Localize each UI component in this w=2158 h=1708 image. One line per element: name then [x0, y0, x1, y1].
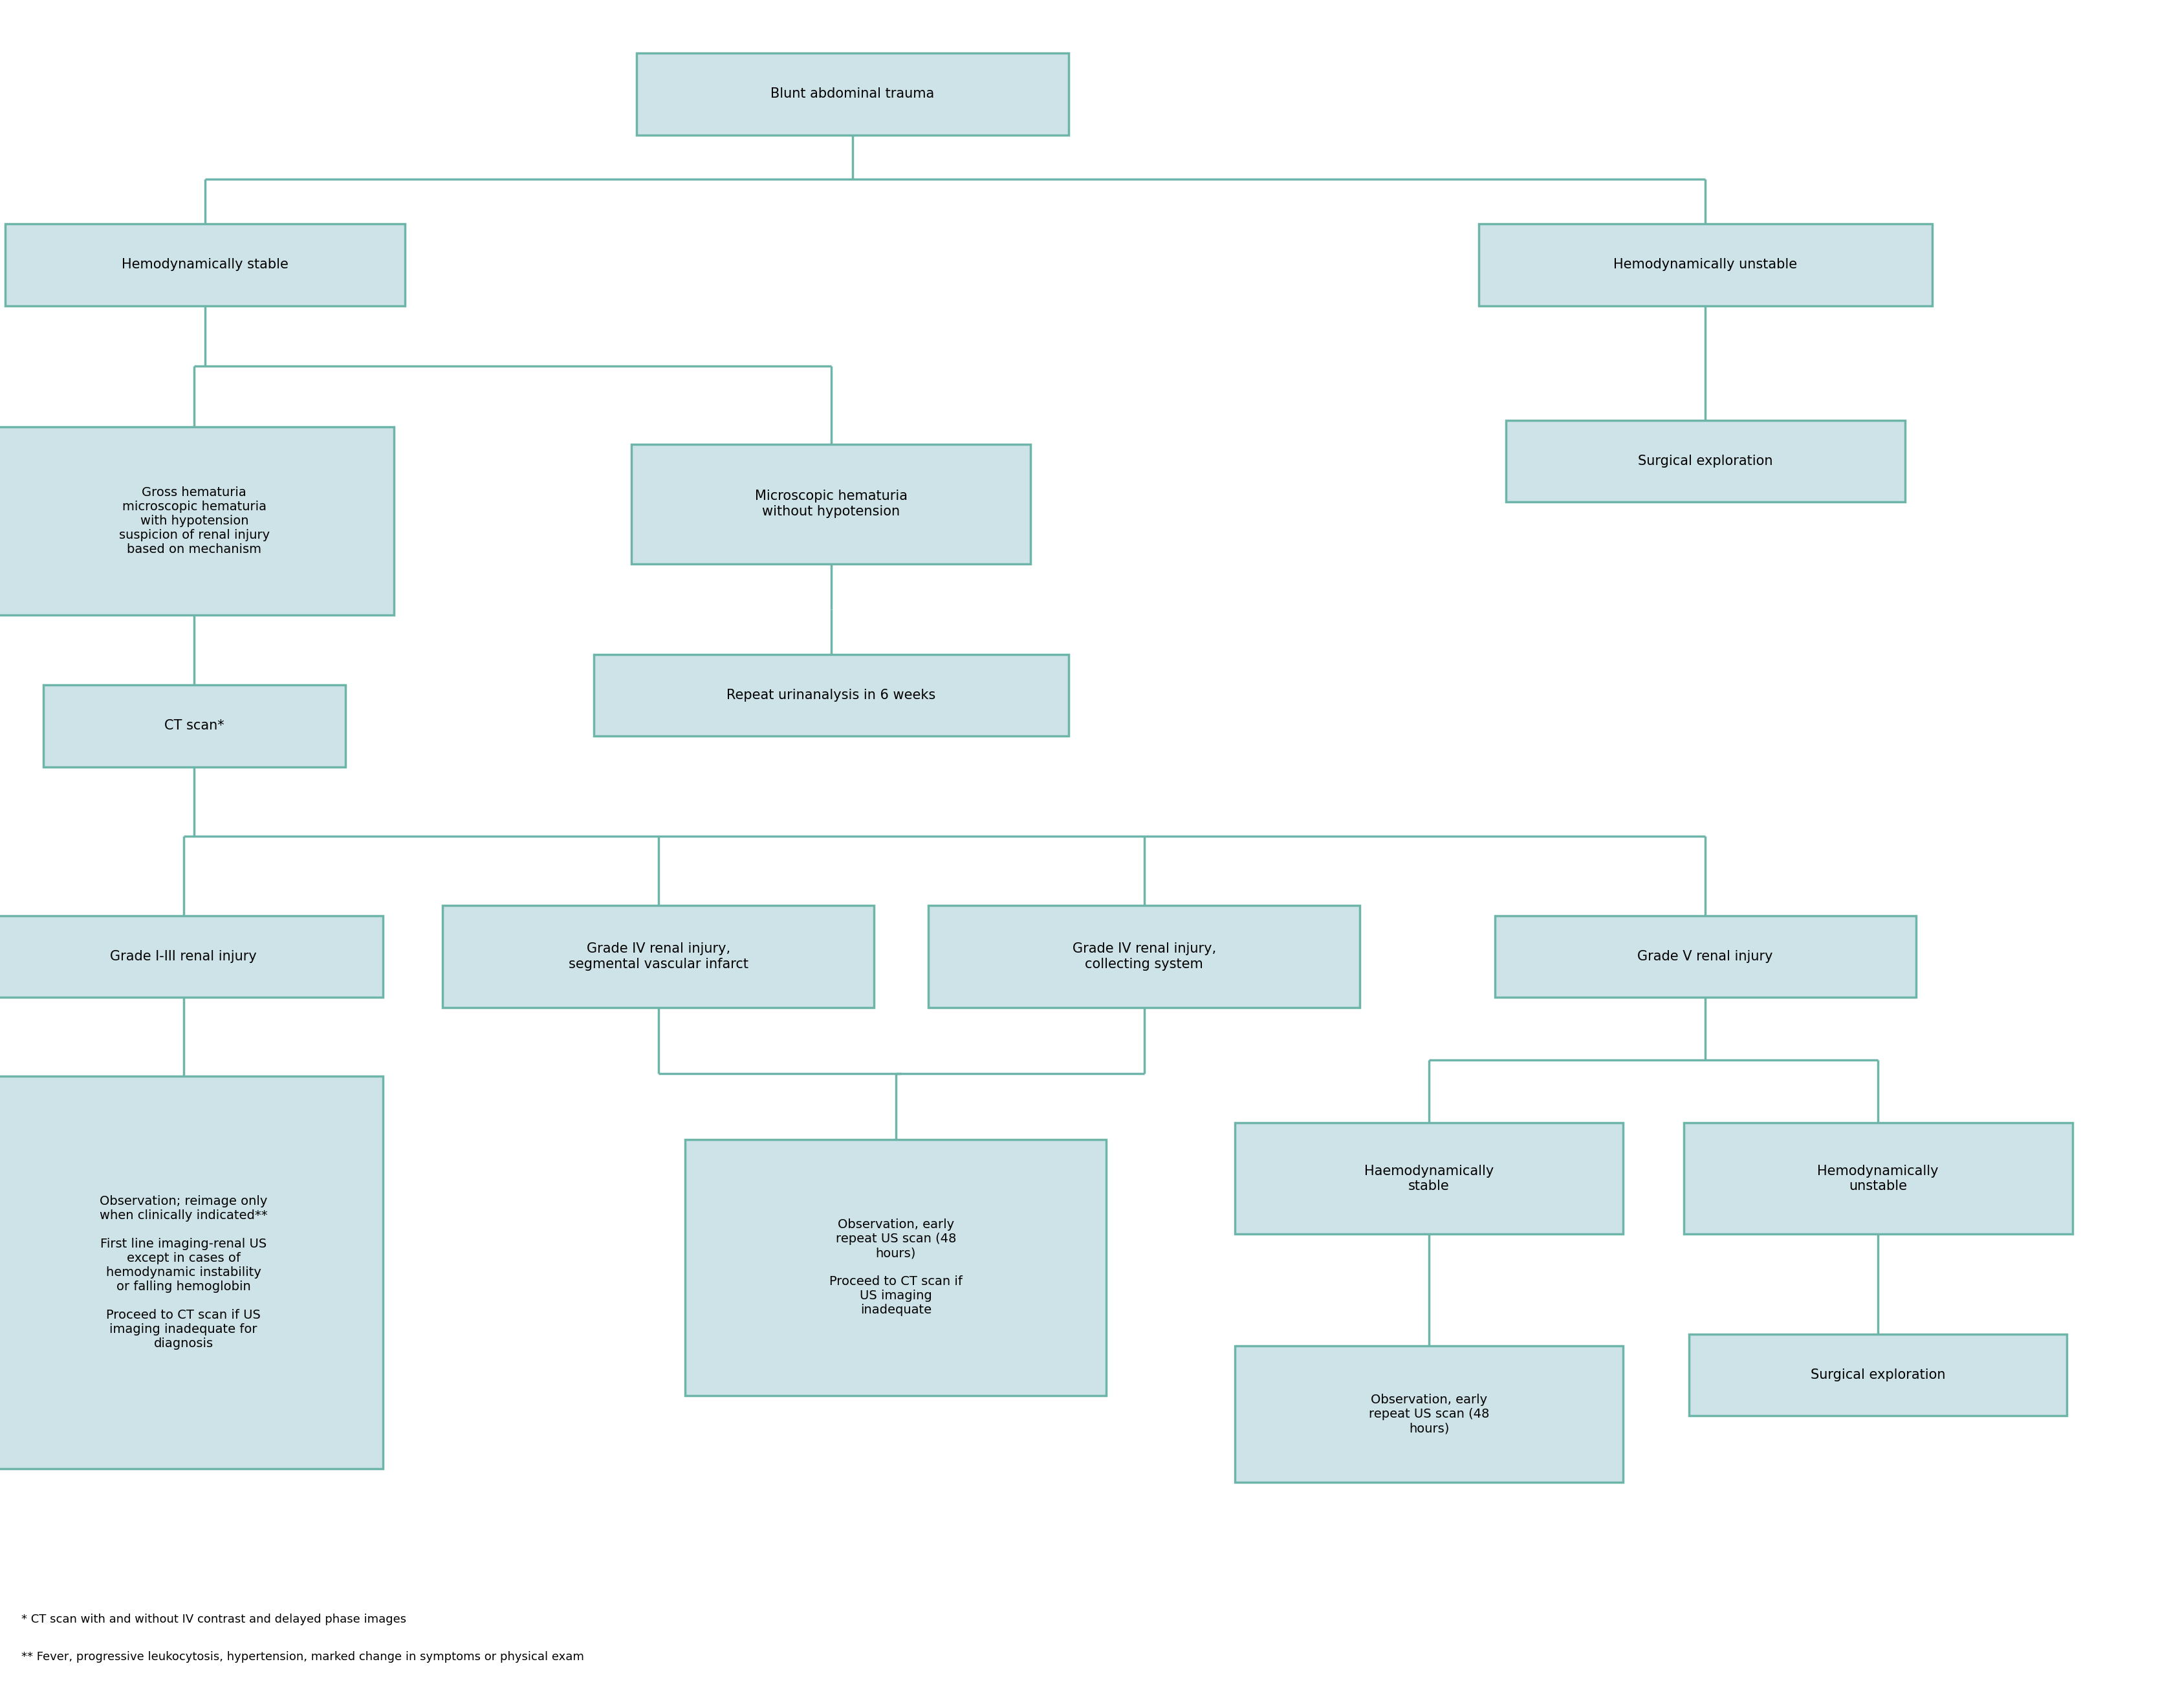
Text: Grade IV renal injury,
segmental vascular infarct: Grade IV renal injury, segmental vascula…	[568, 943, 749, 970]
FancyBboxPatch shape	[686, 1139, 1105, 1395]
FancyBboxPatch shape	[1478, 224, 1931, 306]
Text: Microscopic hematuria
without hypotension: Microscopic hematuria without hypotensio…	[755, 490, 906, 518]
Text: Grade IV renal injury,
collecting system: Grade IV renal injury, collecting system	[1073, 943, 1215, 970]
Text: Observation, early
repeat US scan (48
hours)

Proceed to CT scan if
US imaging
i: Observation, early repeat US scan (48 ho…	[829, 1218, 962, 1317]
FancyBboxPatch shape	[442, 905, 874, 1008]
Text: * CT scan with and without IV contrast and delayed phase images: * CT scan with and without IV contrast a…	[22, 1614, 406, 1624]
FancyBboxPatch shape	[928, 905, 1360, 1008]
FancyBboxPatch shape	[1493, 915, 1916, 997]
FancyBboxPatch shape	[43, 685, 345, 767]
Text: Repeat urinanalysis in 6 weeks: Repeat urinanalysis in 6 weeks	[727, 688, 934, 702]
FancyBboxPatch shape	[1506, 420, 1903, 502]
Text: Hemodynamically unstable: Hemodynamically unstable	[1612, 258, 1798, 272]
Text: Gross hematuria
microscopic hematuria
with hypotension
suspicion of renal injury: Gross hematuria microscopic hematuria wi…	[119, 487, 270, 555]
Text: ** Fever, progressive leukocytosis, hypertension, marked change in symptoms or p: ** Fever, progressive leukocytosis, hype…	[22, 1652, 585, 1662]
FancyBboxPatch shape	[6, 224, 404, 306]
FancyBboxPatch shape	[0, 427, 393, 615]
FancyBboxPatch shape	[1683, 1124, 2072, 1233]
Text: Surgical exploration: Surgical exploration	[1638, 454, 1772, 468]
Text: Surgical exploration: Surgical exploration	[1811, 1368, 1944, 1382]
Text: Observation, early
repeat US scan (48
hours): Observation, early repeat US scan (48 ho…	[1368, 1394, 1489, 1435]
Text: Haemodynamically
stable: Haemodynamically stable	[1364, 1165, 1493, 1192]
FancyBboxPatch shape	[0, 915, 382, 997]
FancyBboxPatch shape	[0, 1076, 382, 1469]
FancyBboxPatch shape	[1688, 1334, 2067, 1416]
Text: Blunt abdominal trauma: Blunt abdominal trauma	[770, 87, 934, 101]
Text: CT scan*: CT scan*	[164, 719, 224, 733]
Text: Observation; reimage only
when clinically indicated**

First line imaging-renal : Observation; reimage only when clinicall…	[99, 1196, 268, 1349]
FancyBboxPatch shape	[1234, 1346, 1623, 1483]
Text: Grade V renal injury: Grade V renal injury	[1638, 950, 1772, 963]
FancyBboxPatch shape	[630, 444, 1032, 564]
Text: Hemodynamically
unstable: Hemodynamically unstable	[1817, 1165, 1938, 1192]
Text: Hemodynamically stable: Hemodynamically stable	[121, 258, 289, 272]
FancyBboxPatch shape	[593, 654, 1068, 736]
Text: Grade I-III renal injury: Grade I-III renal injury	[110, 950, 257, 963]
FancyBboxPatch shape	[637, 53, 1068, 135]
FancyBboxPatch shape	[1234, 1124, 1623, 1233]
